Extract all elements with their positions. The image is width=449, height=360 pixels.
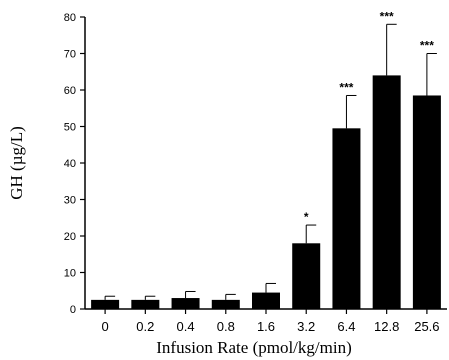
significance-group: ********** [304, 9, 434, 224]
y-tick-label: 60 [64, 85, 76, 97]
y-tick-label: 10 [64, 268, 76, 280]
x-tick-label: 6.4 [337, 319, 355, 334]
bar [372, 75, 401, 310]
bar [252, 292, 280, 309]
error-bars-group [104, 23, 437, 300]
y-axis-title: GH (µg/L) [7, 126, 26, 200]
y-tick-label: 40 [64, 158, 76, 170]
bar [292, 243, 321, 309]
bars-group [91, 75, 441, 310]
y-tick-label: 80 [64, 12, 76, 24]
x-tick-label: 1.6 [257, 319, 275, 334]
x-tick-label: 0 [101, 319, 108, 334]
bar [211, 299, 240, 309]
significance-marker: *** [339, 80, 353, 94]
bar [131, 299, 160, 309]
bar [332, 128, 361, 309]
x-tick-label: 0.4 [177, 319, 195, 334]
x-tick-label: 12.8 [374, 319, 399, 334]
ticks-group: 0 10 20 30 40 50 60 70 80 0 0.2 0.4 0.8 1.6 3.2 6.4 12.8… [64, 12, 440, 334]
significance-marker: *** [380, 9, 394, 23]
x-tick-label: 3.2 [297, 319, 315, 334]
y-tick-label: 50 [64, 122, 76, 134]
y-tick-label: 0 [70, 304, 76, 316]
x-axis-title: Infusion Rate (pmol/kg/min) [156, 338, 351, 357]
significance-marker: *** [420, 39, 434, 53]
y-tick-label: 20 [64, 231, 76, 243]
x-tick-label: 25.6 [414, 319, 439, 334]
x-tick-label: 0.8 [217, 319, 235, 334]
significance-marker: * [304, 210, 309, 224]
y-tick-label: 30 [64, 195, 76, 207]
bar [171, 298, 200, 309]
y-tick-label: 70 [64, 49, 76, 61]
x-tick-label: 0.2 [136, 319, 154, 334]
bar [91, 299, 120, 309]
bar [412, 95, 441, 309]
